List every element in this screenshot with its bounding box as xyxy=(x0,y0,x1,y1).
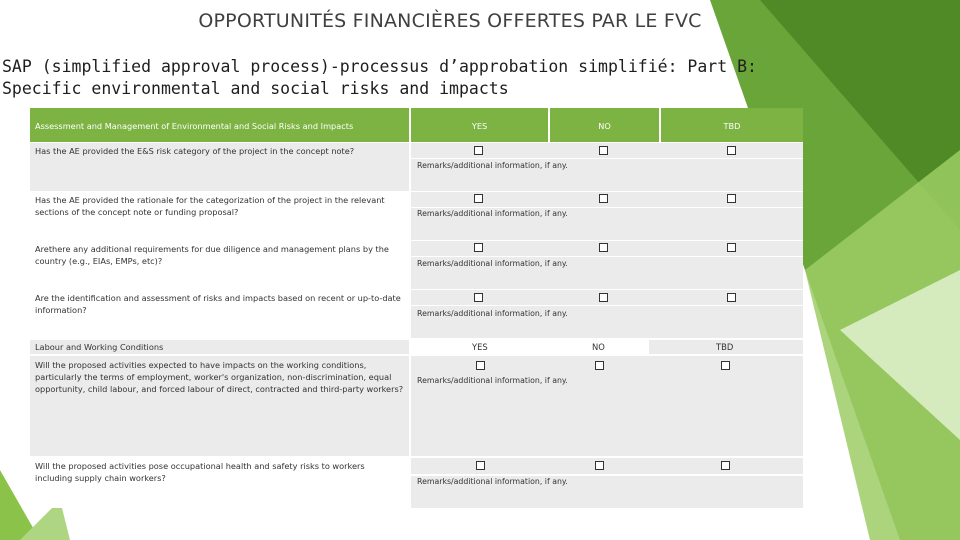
table-header-cell-tbd: TBD xyxy=(661,108,803,142)
table-header-tbd-label: TBD xyxy=(723,121,741,131)
remarks-cell[interactable] xyxy=(411,208,803,240)
remarks-label: Remarks/additional information, if any. xyxy=(417,259,568,268)
table-header-cell-yes: YES xyxy=(411,108,548,142)
tbd-checkbox[interactable] xyxy=(727,293,736,302)
remarks-cell[interactable] xyxy=(411,476,803,508)
table-header-no-label: NO xyxy=(598,121,611,131)
no-checkbox[interactable] xyxy=(599,243,608,252)
remarks-label: Remarks/additional information, if any. xyxy=(417,209,568,218)
yes-checkbox[interactable] xyxy=(476,461,485,470)
table-row: Will the proposed activities expected to… xyxy=(30,356,409,456)
row-question: Will the proposed activities pose occupa… xyxy=(35,461,365,483)
row-question: Has the AE provided the rationale for th… xyxy=(35,195,385,217)
section-header-labour: Labour and Working Conditions xyxy=(30,340,409,354)
assessment-table: Assessment and Management of Environment… xyxy=(30,108,803,508)
section-subtitle: SAP (simplified approval process)-proces… xyxy=(2,57,757,98)
yes-checkbox[interactable] xyxy=(474,293,483,302)
table-row-answers xyxy=(411,458,803,474)
table-row: Has the AE provided the E&S risk categor… xyxy=(30,143,409,191)
yes-checkbox[interactable] xyxy=(474,146,483,155)
no-checkbox[interactable] xyxy=(599,146,608,155)
no-checkbox[interactable] xyxy=(595,361,604,370)
table-header-cell-no: NO xyxy=(550,108,659,142)
no-checkbox[interactable] xyxy=(595,461,604,470)
facet-corner-2 xyxy=(20,500,70,540)
remarks-label: Remarks/additional information, if any. xyxy=(417,161,568,170)
table-row: Has the AE provided the rationale for th… xyxy=(30,192,409,240)
facet-darker xyxy=(760,0,960,230)
page-title: OPPORTUNITÉS FINANCIÈRES OFFERTES PAR LE… xyxy=(198,10,702,32)
row-question: Arethere any additional requirements for… xyxy=(35,244,389,266)
remarks-label: Remarks/additional information, if any. xyxy=(417,309,568,318)
facet-light xyxy=(840,270,960,440)
yes-checkbox[interactable] xyxy=(474,194,483,203)
facet-corner xyxy=(0,470,40,540)
row-question: Will the proposed activities expected to… xyxy=(35,360,404,394)
remarks-label: Remarks/additional information, if any. xyxy=(417,477,568,486)
no-checkbox[interactable] xyxy=(599,194,608,203)
table-row: Arethere any additional requirements for… xyxy=(30,241,409,289)
remarks-cell[interactable] xyxy=(411,159,803,191)
section-title: Labour and Working Conditions xyxy=(35,342,164,352)
yes-checkbox[interactable] xyxy=(476,361,485,370)
tbd-checkbox[interactable] xyxy=(727,146,736,155)
no-checkbox[interactable] xyxy=(599,293,608,302)
tbd-checkbox[interactable] xyxy=(727,243,736,252)
remarks-cell[interactable] xyxy=(411,306,803,338)
table-row: Will the proposed activities pose occupa… xyxy=(30,458,409,508)
row-question: Are the identification and assessment of… xyxy=(35,293,401,315)
table-header-cell-topic: Assessment and Management of Environment… xyxy=(30,108,409,142)
tbd-checkbox[interactable] xyxy=(721,361,730,370)
yes-checkbox[interactable] xyxy=(474,243,483,252)
tbd-checkbox[interactable] xyxy=(721,461,730,470)
section-tbd-label: TBD xyxy=(716,342,734,352)
section-yes-label: YES xyxy=(472,342,488,352)
remarks-label: Remarks/additional information, if any. xyxy=(417,376,568,385)
tbd-checkbox[interactable] xyxy=(727,194,736,203)
section-no-label: NO xyxy=(592,342,605,352)
remarks-cell[interactable] xyxy=(411,257,803,289)
table-header-topic-label: Assessment and Management of Environment… xyxy=(35,121,354,131)
table-header-yes-label: YES xyxy=(471,121,488,131)
table-row: Are the identification and assessment of… xyxy=(30,290,409,338)
section-tbd-cell xyxy=(649,340,803,354)
row-question: Has the AE provided the E&S risk categor… xyxy=(35,146,355,156)
remarks-cell[interactable] xyxy=(411,356,803,456)
